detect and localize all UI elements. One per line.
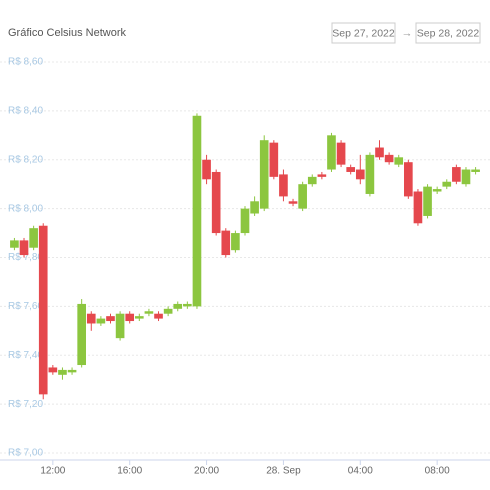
x-tick-label: 28. Sep: [266, 466, 301, 477]
candle-body: [404, 162, 413, 197]
candle-body: [231, 233, 240, 251]
candle-body: [432, 189, 442, 192]
candle-body: [442, 181, 452, 187]
candle-body: [163, 308, 173, 314]
candle-body: [384, 154, 394, 163]
date-from-box[interactable]: [331, 22, 396, 44]
candle-body: [86, 313, 96, 324]
y-tick-label: R$ 7,00: [8, 448, 43, 459]
candle-body: [423, 186, 432, 216]
x-tick-label: 04:00: [348, 466, 373, 477]
candle-body: [269, 142, 279, 177]
candle-body: [298, 184, 307, 209]
candle-body: [183, 303, 192, 307]
candle-body: [471, 169, 480, 172]
y-tick-label: R$ 8,60: [8, 57, 43, 68]
candle-body: [115, 313, 125, 339]
date-to-box[interactable]: [415, 22, 481, 44]
candle-body: [106, 316, 115, 322]
candle-body: [336, 142, 346, 165]
candle-body: [38, 225, 48, 395]
candle-body: [307, 176, 317, 185]
y-tick-label: R$ 7,20: [8, 399, 43, 410]
y-tick-label: R$ 8,00: [8, 203, 43, 214]
candle-body: [77, 303, 86, 366]
candle-body: [67, 369, 77, 373]
candle-body: [461, 169, 471, 185]
candle-body: [192, 115, 202, 307]
candle-body: [250, 201, 259, 214]
candle-body: [346, 167, 356, 172]
candle-body: [211, 171, 221, 234]
y-tick-label: R$ 8,40: [8, 106, 43, 117]
candle-body: [202, 159, 211, 180]
candle-body: [29, 228, 38, 248]
candle-body: [96, 318, 106, 324]
x-tick-label: 20:00: [194, 466, 219, 477]
candle-body: [375, 147, 384, 158]
candle-body: [365, 154, 375, 194]
y-tick-label: R$ 7,80: [8, 252, 43, 263]
x-tick-label: 12:00: [40, 466, 65, 477]
candle-body: [259, 140, 269, 209]
candle-body: [19, 240, 29, 256]
candle-body: [10, 240, 19, 248]
candle-body: [221, 230, 231, 256]
chart-title: Gráfico Celsius Network: [8, 27, 126, 39]
arrow: →: [402, 27, 413, 39]
candle-body: [240, 208, 250, 234]
candle-body: [48, 367, 58, 373]
candle-body: [327, 135, 336, 170]
candle-body: [154, 313, 163, 319]
x-tick-label: 16:00: [117, 466, 142, 477]
date-to[interactable]: Sep 28, 2022: [417, 27, 480, 39]
candle-body: [144, 311, 154, 314]
y-tick-label: R$ 7,60: [8, 301, 43, 312]
candle-body: [173, 303, 183, 309]
candle-body: [355, 169, 365, 180]
candle-body: [394, 157, 404, 165]
y-tick-label: R$ 8,20: [8, 154, 43, 165]
date-from[interactable]: Sep 27, 2022: [332, 27, 395, 39]
candle-body: [134, 316, 144, 319]
candle-body: [288, 201, 298, 204]
candle-body: [413, 191, 423, 224]
candle-body: [58, 369, 67, 375]
x-tick-label: 08:00: [425, 466, 450, 477]
candle-body: [452, 167, 461, 182]
candle-body: [317, 174, 327, 177]
y-tick-label: R$ 7,40: [8, 350, 43, 361]
candle-body: [279, 174, 288, 197]
candle-body: [125, 313, 135, 322]
